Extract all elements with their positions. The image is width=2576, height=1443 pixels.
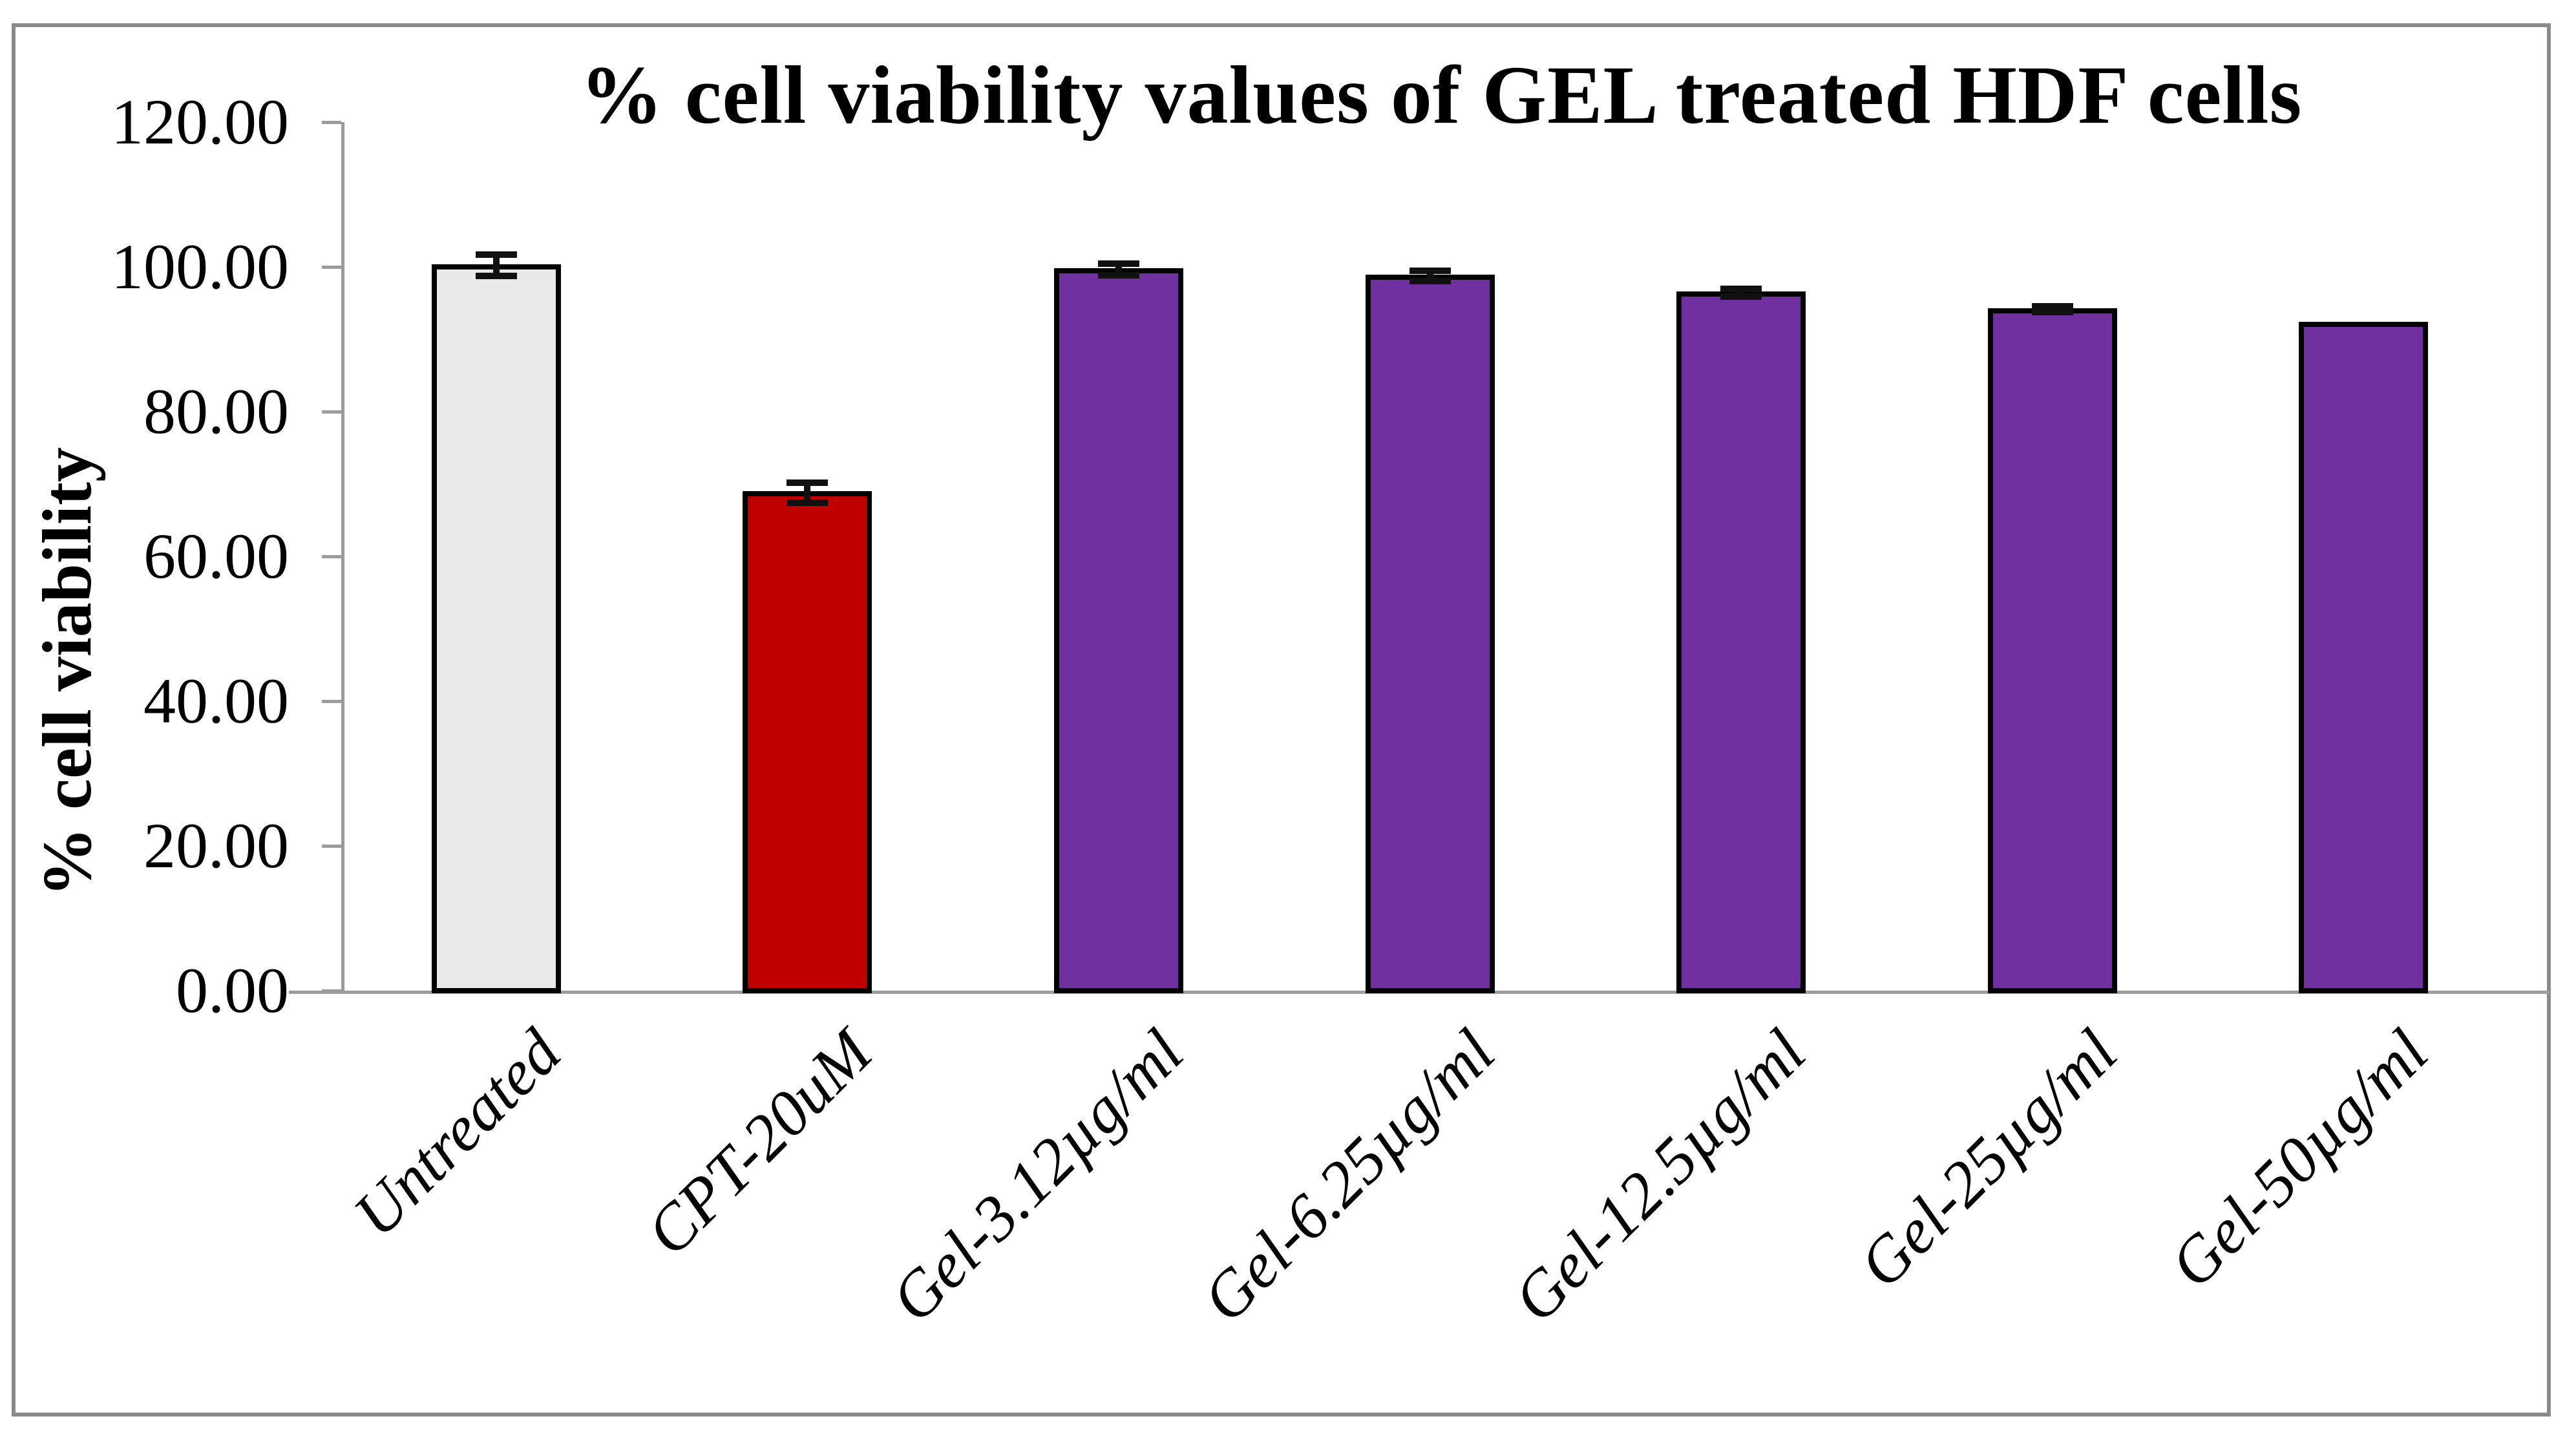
error-bar-cap-bottom xyxy=(2031,309,2073,316)
y-tick-mark xyxy=(322,266,341,269)
y-tick-mark xyxy=(322,555,341,558)
y-tick-label: 60.00 xyxy=(143,520,289,592)
y-tick-mark xyxy=(322,700,341,703)
y-tick-mark xyxy=(322,121,341,124)
bar-untreated xyxy=(431,264,561,993)
error-bar-vline xyxy=(1738,286,1745,300)
y-tick-label: 20.00 xyxy=(143,810,289,881)
error-bar-cap-bottom xyxy=(1098,272,1139,279)
chart-title: % cell viability values of GEL treated H… xyxy=(580,49,2303,141)
y-axis-title-text: % cell viability xyxy=(29,447,106,897)
y-tick-label: 80.00 xyxy=(143,375,289,447)
bar-gel-12-5-g-ml xyxy=(1676,291,1806,993)
y-tick-label: 120.00 xyxy=(111,86,289,158)
error-bar-cap-bottom xyxy=(475,273,517,280)
error-bar-cap-bottom xyxy=(1409,278,1451,285)
y-axis-line xyxy=(341,122,344,994)
y-tick-label: 100.00 xyxy=(111,231,289,302)
bar-gel-6-25-g-ml xyxy=(1365,275,1495,993)
error-bar-gel-12-5-g-ml xyxy=(1720,286,1762,300)
y-tick-mark xyxy=(322,845,341,848)
bar-gel-25-g-ml xyxy=(1987,308,2117,993)
error-bar-vline xyxy=(804,479,811,506)
y-tick-mark xyxy=(322,410,341,414)
error-bar-untreated xyxy=(475,251,517,280)
y-tick-mark xyxy=(322,989,341,993)
bar-gel-50-g-ml xyxy=(2299,322,2429,993)
error-bar-cpt-20um xyxy=(787,479,829,506)
y-axis-title: % cell viability xyxy=(19,362,116,982)
error-bar-vline xyxy=(1115,260,1122,279)
error-bar-cap-bottom xyxy=(787,499,829,506)
y-tick-label: 40.00 xyxy=(143,665,289,737)
error-bar-vline xyxy=(1426,268,1433,285)
bar-cpt-20um xyxy=(743,491,872,993)
y-tick-label: 0.00 xyxy=(176,954,289,1026)
bar-gel-3-12-g-ml xyxy=(1054,268,1183,993)
error-bar-gel-25-g-ml xyxy=(2031,303,2073,316)
error-bar-vline xyxy=(492,251,500,280)
error-bar-cap-bottom xyxy=(1720,293,1762,300)
error-bar-gel-3-12-g-ml xyxy=(1098,260,1139,279)
error-bar-gel-6-25-g-ml xyxy=(1409,268,1451,285)
